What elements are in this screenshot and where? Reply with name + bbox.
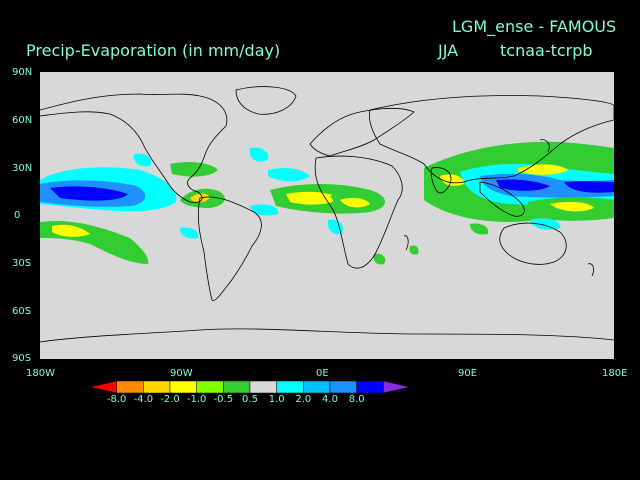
colorbar-label-1: -4.0 bbox=[133, 394, 154, 405]
coast-north-america bbox=[40, 93, 228, 203]
coast-europe bbox=[309, 107, 415, 157]
contour-swpac-yellow bbox=[550, 201, 594, 212]
coast-japan bbox=[539, 139, 550, 153]
contour-atl-band-yellow bbox=[286, 191, 340, 205]
colorbar-label-7: 2.0 bbox=[295, 394, 312, 405]
coast-south-america bbox=[197, 196, 262, 301]
coast-africa bbox=[314, 155, 403, 269]
colorbar-labels: -8.0 -4.0 -2.0 -1.0 -0.5 0.5 1.0 2.0 4.0 8.0 bbox=[70, 394, 430, 408]
colorbar-label-5: 0.5 bbox=[242, 394, 258, 405]
coast-antarctica bbox=[40, 328, 614, 343]
colorbar-box-1 bbox=[116, 380, 144, 394]
lat-label-60n: 60N bbox=[12, 115, 33, 126]
variable-title: Precip-Evaporation (in mm/day) bbox=[26, 41, 281, 60]
lon-label-90e: 90E bbox=[458, 368, 478, 379]
coast-se-asia bbox=[479, 181, 525, 217]
coastlines bbox=[40, 86, 614, 343]
lat-label-60s: 60S bbox=[12, 306, 32, 317]
colorbar-box-6 bbox=[249, 380, 277, 394]
experiment-label: tcnaa-tcrpb bbox=[500, 41, 593, 60]
contour-wpac-blue3 bbox=[564, 181, 614, 193]
contour-usa-green bbox=[170, 162, 218, 177]
world-map bbox=[40, 72, 614, 359]
season-label: JJA bbox=[438, 41, 459, 60]
colorbar-label-6: 1.0 bbox=[268, 394, 285, 405]
contour-satl-cyan bbox=[250, 204, 279, 216]
colorbar-label-3: -1.0 bbox=[186, 394, 207, 405]
lon-label-180e: 180E bbox=[602, 368, 628, 379]
contour-aus-green bbox=[470, 223, 489, 235]
colorbar-box-2 bbox=[143, 380, 171, 394]
lon-label-0e: 0E bbox=[316, 368, 329, 379]
colorbar-label-8: 4.0 bbox=[322, 394, 338, 405]
colorbar bbox=[89, 380, 411, 394]
contour-natl-cyan2 bbox=[268, 168, 310, 182]
coast-new-zealand bbox=[587, 263, 595, 277]
contour-saf-green bbox=[373, 253, 386, 265]
contour-sepac-yellow bbox=[52, 224, 90, 237]
colorbar-box-3 bbox=[169, 380, 197, 394]
contour-io-green bbox=[409, 245, 419, 255]
lat-label-90s: 90S bbox=[12, 353, 32, 364]
colorbar-label-9: 8.0 bbox=[348, 394, 365, 405]
colorbar-box-8 bbox=[303, 380, 331, 394]
contour-wpac-blue2 bbox=[496, 179, 550, 191]
contour-africa-yellow bbox=[340, 197, 370, 208]
colorbar-label-0: -8.0 bbox=[106, 394, 127, 405]
contour-natl-cyan1 bbox=[249, 147, 269, 162]
colorbar-box-4 bbox=[196, 380, 224, 394]
lat-label-30n: 30N bbox=[12, 163, 33, 174]
coast-australia bbox=[499, 222, 567, 265]
coast-india bbox=[430, 167, 452, 194]
colorbar-label-2: -2.0 bbox=[160, 394, 180, 405]
colorbar-label-4: -0.5 bbox=[213, 394, 234, 405]
contour-cyan-natl3 bbox=[133, 153, 152, 167]
lat-label-eq: 0 bbox=[14, 210, 21, 221]
field-contours bbox=[40, 141, 614, 265]
contour-ca-cyan bbox=[180, 227, 199, 239]
contour-swpac-cyan bbox=[530, 218, 561, 230]
colorbar-box-5 bbox=[223, 380, 251, 394]
colorbar-box-9 bbox=[329, 380, 357, 394]
lat-label-90n: 90N bbox=[12, 67, 33, 78]
contour-epac-blue2 bbox=[50, 186, 128, 201]
contour-nwpac-green bbox=[560, 148, 614, 165]
colorbar-box-11 bbox=[383, 380, 411, 394]
colorbar-box-10 bbox=[356, 380, 384, 394]
lat-label-30s: 30S bbox=[12, 258, 32, 269]
lon-label-90w: 90W bbox=[170, 368, 193, 379]
coast-greenland bbox=[235, 86, 297, 115]
colorbar-box-0 bbox=[89, 380, 117, 394]
map-title: LGM_ense - FAMOUS bbox=[452, 17, 617, 36]
colorbar-box-7 bbox=[276, 380, 304, 394]
colorbar-boxes bbox=[89, 380, 411, 394]
contour-africa-cyan bbox=[327, 219, 344, 235]
lon-label-180w: 180W bbox=[26, 368, 55, 379]
coast-madagascar bbox=[403, 235, 409, 251]
coast-asia bbox=[369, 95, 614, 184]
